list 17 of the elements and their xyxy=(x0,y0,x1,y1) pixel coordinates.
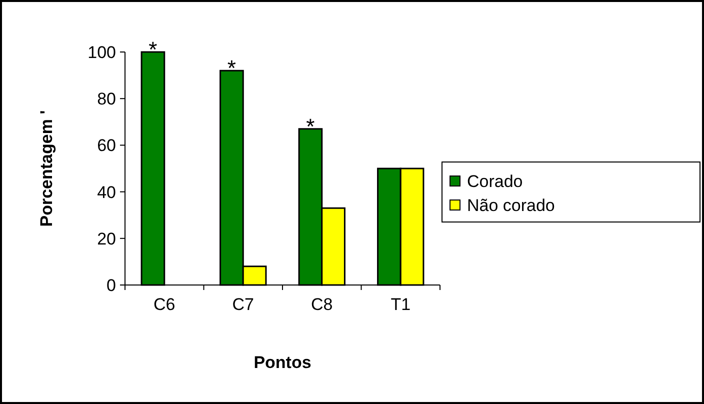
y-tick-label: 40 xyxy=(97,182,116,202)
x-tick-label: C6 xyxy=(154,295,176,314)
x-tick-label: C7 xyxy=(232,295,254,314)
y-tick-label: 20 xyxy=(97,229,116,248)
y-tick-label: 60 xyxy=(97,136,116,156)
annotation: * xyxy=(227,56,236,81)
y-tick-label: 0 xyxy=(106,276,116,295)
legend-label: Corado xyxy=(467,172,523,191)
annotation: * xyxy=(148,37,158,62)
y-tick-label: 100 xyxy=(88,42,116,62)
x-tick-label: C8 xyxy=(311,295,333,314)
y-axis-title: Porcentagem ' xyxy=(37,110,56,227)
legend-label: Não corado xyxy=(467,196,555,215)
annotation: * xyxy=(306,114,316,139)
x-tick-label: T1 xyxy=(390,295,411,314)
y-tick-label: 80 xyxy=(97,90,116,109)
x-axis-title: Pontos xyxy=(254,353,312,372)
